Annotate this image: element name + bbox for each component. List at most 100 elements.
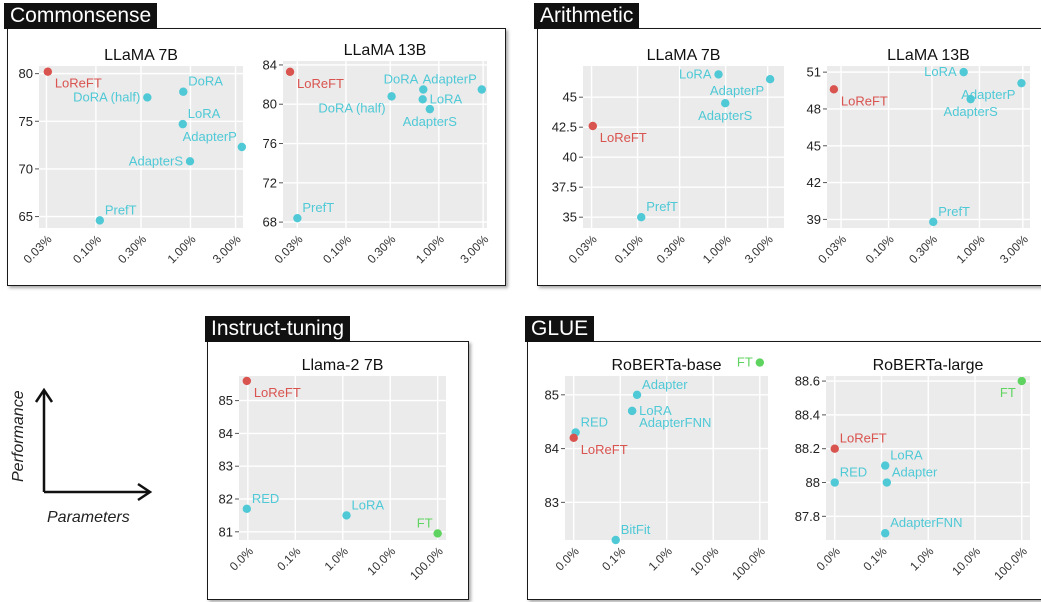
- chart-title: LLaMA 13B: [887, 47, 970, 64]
- point-loreft: [43, 67, 53, 76]
- y-tick-label: 70: [19, 161, 33, 176]
- x-tick-label: 0.03%: [21, 232, 55, 266]
- y-tick-label: 68: [263, 215, 277, 230]
- x-tick-label: 3.00%: [457, 232, 491, 266]
- instruct-tag: Instruct-tuning: [205, 316, 351, 342]
- y-tick-label: 85: [545, 387, 559, 402]
- point-label: AdapterS: [403, 114, 458, 129]
- point-label: LoReFT: [297, 76, 344, 91]
- point-preft: [637, 213, 646, 222]
- x-tick-label: 1.00%: [954, 232, 988, 266]
- plot-background: [583, 66, 784, 228]
- chart-glue-6: 0.0% 0.1% 1.0% 10.0% 100.0% 87.8 88 88.2 88.4 88.…: [795, 357, 1030, 583]
- x-tick-label: 100.0%: [729, 544, 768, 583]
- point-loreft: [569, 433, 578, 443]
- chart-title: LLaMA 13B: [344, 42, 427, 59]
- chart-title: Llama-2 7B: [302, 357, 384, 374]
- x-tick-label: 0.30%: [115, 232, 149, 266]
- point-label: LoRA: [639, 403, 672, 418]
- y-tick-label: 42: [807, 175, 821, 190]
- x-tick-label: 0.30%: [364, 232, 398, 266]
- point-adapters: [721, 99, 730, 108]
- arithmetic-tag: Arithmetic: [534, 3, 640, 29]
- chart-commonsense-0: 0.03% 0.10% 0.30% 1.00% 3.00% 65 70 75 80 LLaMA 7…: [19, 47, 247, 266]
- point-label: AdapterS: [698, 108, 753, 123]
- x-tick-label: 0.0%: [553, 544, 582, 573]
- commonsense-tag: Commonsense: [4, 3, 158, 29]
- x-tick-label: 10.0%: [687, 544, 721, 578]
- y-tick-label: 81: [219, 524, 233, 539]
- point-label: LoRA: [430, 91, 463, 106]
- point-loreft: [829, 85, 839, 94]
- point-label: LoRA: [352, 497, 385, 512]
- x-tick-label: 0.0%: [227, 544, 256, 573]
- y-tick-label: 42.5: [552, 120, 577, 135]
- y-tick-label: 40: [563, 150, 577, 165]
- point-adapter: [882, 478, 892, 487]
- x-tick-label: 0.30%: [906, 232, 940, 266]
- point-bitfit: [611, 535, 620, 545]
- point-lora: [418, 95, 427, 104]
- plot-background: [827, 66, 1030, 228]
- x-tick-label: 1.00%: [700, 232, 734, 266]
- x-tick-label: 100.0%: [407, 544, 446, 583]
- point-label: RED: [581, 414, 608, 429]
- plot-background: [283, 61, 487, 228]
- chart-commonsense-1: 0.03% 0.10% 0.30% 1.00% 3.00% 68 72 76 80 84 LLaMA…: [263, 42, 492, 266]
- point-ft: [755, 358, 765, 367]
- point-label: DoRA (half): [318, 100, 385, 115]
- point-label: DoRA: [384, 71, 419, 86]
- x-tick-label: 0.10%: [320, 232, 354, 266]
- point-label: PrefT: [938, 204, 970, 219]
- point-adapters: [425, 104, 435, 114]
- y-tick-label: 75: [19, 114, 33, 129]
- y-tick-label: 84: [219, 426, 233, 441]
- point-label: Adapter: [642, 377, 688, 392]
- point-label: AdapterP: [961, 87, 1015, 102]
- y-tick-label: 39: [807, 212, 821, 227]
- y-tick-label: 80: [19, 66, 33, 81]
- point-dora: [419, 85, 428, 94]
- point-loreft: [588, 121, 597, 131]
- x-tick-label: 3.00%: [210, 232, 244, 266]
- y-tick-label: 65: [19, 209, 33, 224]
- point-adapterfnn: [881, 529, 890, 538]
- chart-arithmetic-3: 0.03% 0.10% 0.30% 1.00% 3.00% 39 42 45 48 51 LLaMA…: [807, 47, 1032, 266]
- point-dora-half-: [143, 93, 152, 102]
- point-label: AdapterP: [423, 71, 477, 86]
- chart-title: RoBERTa-base: [612, 357, 722, 374]
- point-label: AdapterFNN: [890, 515, 962, 530]
- chart-glue-5: 0.0% 0.1% 1.0% 10.0% 100.0% 83 84 85 RoBERTa-bas…: [545, 355, 769, 583]
- y-tick-label: 51: [807, 65, 821, 80]
- point-adapterfnn: [627, 406, 637, 416]
- y-tick-label: 84: [545, 441, 559, 456]
- point-adapters: [185, 157, 195, 166]
- point-label: LoReFT: [841, 93, 888, 108]
- point-adapterp: [765, 75, 775, 84]
- point-label: Adapter: [892, 465, 938, 480]
- x-tick-label: 0.10%: [863, 232, 897, 266]
- y-tick-label: 83: [545, 495, 559, 510]
- y-tick-label: 80: [263, 97, 277, 112]
- legend-parameters-label: Parameters: [47, 509, 130, 526]
- point-label: BitFit: [621, 522, 651, 537]
- point-adapterp: [1017, 78, 1026, 88]
- point-loreft: [285, 67, 295, 77]
- point-dora: [179, 87, 188, 96]
- point-preft: [929, 217, 938, 227]
- x-tick-label: 10.0%: [949, 544, 983, 578]
- point-label: RED: [252, 491, 279, 506]
- y-tick-label: 35: [563, 210, 577, 225]
- point-label: LoReFT: [581, 442, 628, 457]
- point-label: PrefT: [646, 199, 678, 214]
- point-label: DoRA (half): [73, 89, 140, 104]
- x-tick-label: 1.00%: [165, 232, 199, 266]
- y-tick-label: 88.4: [795, 407, 820, 422]
- y-tick-label: 48: [807, 101, 821, 116]
- point-loreft: [830, 444, 839, 453]
- y-tick-label: 83: [219, 459, 233, 474]
- y-tick-label: 87.8: [795, 509, 820, 524]
- point-lora: [714, 70, 723, 79]
- point-label: LoReFT: [254, 385, 301, 400]
